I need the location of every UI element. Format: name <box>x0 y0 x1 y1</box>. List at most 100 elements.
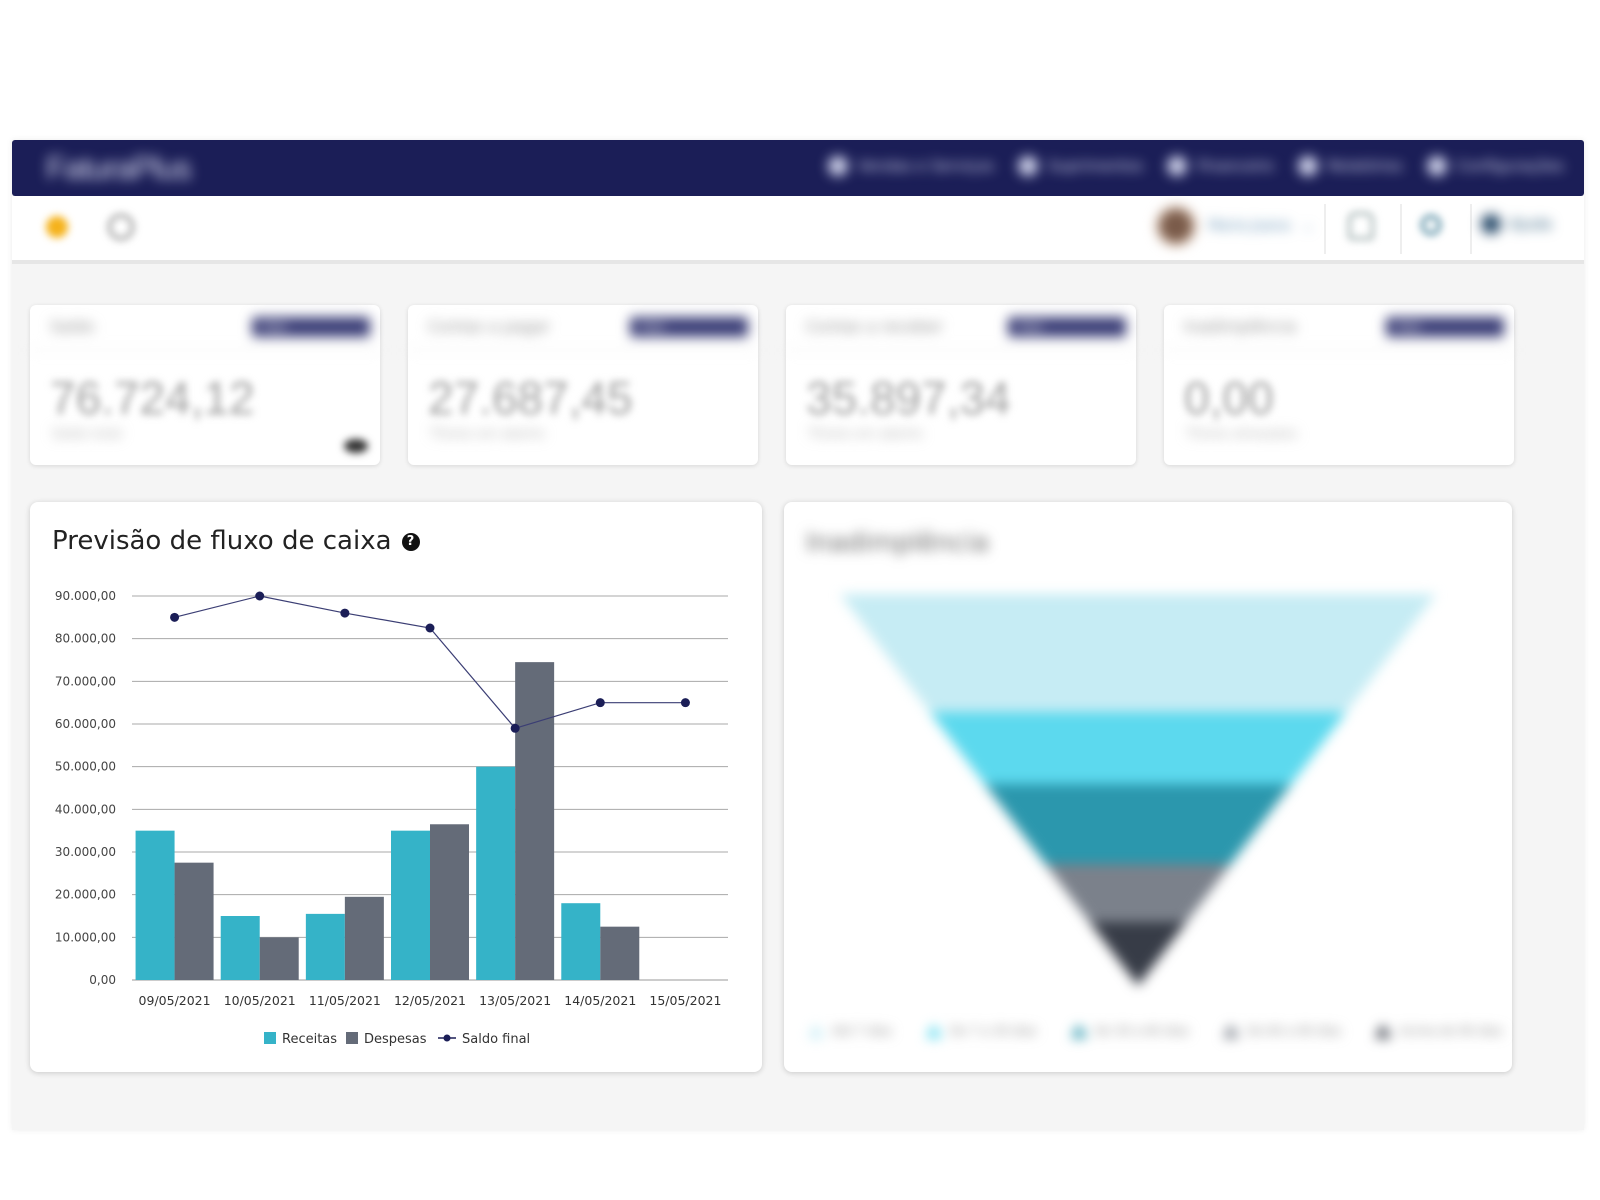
funnel-legend: Até 7 dias De 7 a 30 dias De 30 a 60 dias D… <box>808 1024 1503 1038</box>
kpi-label: Saldo <box>50 317 95 336</box>
funnel-band <box>984 784 1292 864</box>
default-funnel-panel: Inadimplência Até 7 dias De 7 a 30 dias De… <box>784 502 1512 1072</box>
toolbar: Maria Joana ⌄ Ajuda <box>12 196 1584 264</box>
brand-logo[interactable]: FaturaPlus <box>46 150 192 186</box>
legend-label-despesas: Despesas <box>364 1032 427 1047</box>
point-saldo-final <box>340 608 350 618</box>
triangle-icon <box>1222 1024 1239 1038</box>
y-tick-label: 60.000,00 <box>55 717 116 731</box>
legend-label-receitas: Receitas <box>282 1032 337 1047</box>
period-badge[interactable]: Hoje <box>1386 317 1504 337</box>
cashflow-panel: 0,00 10.000,00 20.000,00 30.000,00 40.000,00… <box>30 502 762 1072</box>
bar-receitas <box>305 913 345 980</box>
help-button[interactable]: Ajuda <box>1481 214 1552 234</box>
funnel-band <box>1089 922 1187 986</box>
help-icon[interactable]: ? <box>401 532 420 551</box>
star-icon[interactable] <box>46 216 68 238</box>
bar-receitas <box>561 903 601 980</box>
bar-despesas <box>259 937 299 980</box>
kpi-label: Contas a pagar <box>428 317 550 336</box>
y-tick-label: 50.000,00 <box>55 760 116 774</box>
legend-swatch-receitas <box>264 1032 276 1044</box>
kpi-card-receivables[interactable]: Contas a receber Hoje 35.897,34 Títulos … <box>786 305 1136 465</box>
search-icon[interactable] <box>1418 212 1444 240</box>
user-name: Maria Joana <box>1208 218 1291 234</box>
kpi-subtitle: Títulos em aberto <box>430 427 545 442</box>
point-saldo-final <box>680 698 690 708</box>
nav-item-sales[interactable]: Vendas e Serviços <box>827 156 995 176</box>
y-tick-label: 40.000,00 <box>55 802 116 816</box>
reports-icon <box>1297 156 1318 176</box>
x-tick-label: 13/05/2021 <box>479 993 551 1008</box>
cashflow-chart: 0,00 10.000,00 20.000,00 30.000,00 40.000,00… <box>55 589 728 1047</box>
funnel-legend-item: Acima de 90 dias <box>1375 1024 1503 1038</box>
y-tick-label: 0,00 <box>89 973 116 987</box>
kpi-card-saldo[interactable]: Saldo Hoje 76.724,12 Saldo total <box>30 305 380 465</box>
panel-title: Previsão de fluxo de caixa? <box>52 526 420 556</box>
y-tick-label: 90.000,00 <box>55 589 116 603</box>
funnel-band <box>840 594 1436 712</box>
app-window: FaturaPlus Vendas e Serviços Suprimentos… <box>12 140 1584 1130</box>
y-tick-label: 20.000,00 <box>55 888 116 902</box>
funnel-legend-item: De 60 a 90 dias <box>1222 1024 1342 1038</box>
bell-icon[interactable] <box>1348 212 1374 240</box>
kpi-header: Saldo Hoje <box>30 305 380 351</box>
legend-label-saldo: Saldo final <box>462 1032 530 1047</box>
nav-item-settings[interactable]: Configurações <box>1426 156 1564 176</box>
bar-receitas <box>391 830 430 980</box>
nav-item-finance[interactable]: Financeiro <box>1167 156 1274 176</box>
y-tick-label: 70.000,00 <box>55 674 116 688</box>
x-tick-label: 14/05/2021 <box>564 993 636 1008</box>
triangle-icon <box>808 1024 824 1038</box>
supplies-icon <box>1018 156 1039 176</box>
period-badge[interactable]: Hoje <box>630 317 748 337</box>
nav-label: Vendas e Serviços <box>857 157 995 175</box>
avatar <box>1156 206 1197 246</box>
top-navbar: FaturaPlus Vendas e Serviços Suprimentos… <box>12 140 1584 196</box>
bar-despesas <box>600 926 640 980</box>
funnel-band <box>1045 864 1231 922</box>
kpi-card-default[interactable]: Inadimplência Hoje 0,00 Títulos atrasado… <box>1164 305 1514 465</box>
period-badge[interactable]: Hoje <box>1008 317 1126 337</box>
funnel-legend-item: De 7 a 30 dias <box>925 1024 1037 1038</box>
kpi-subtitle: Títulos atrasados <box>1186 427 1298 442</box>
main-menu: Vendas e Serviços Suprimentos Financeiro… <box>827 156 1564 176</box>
nav-label: Financeiro <box>1197 157 1274 175</box>
funnel-legend-label: De 7 a 30 dias <box>949 1024 1037 1038</box>
kpi-value: 0,00 <box>1184 372 1274 424</box>
user-menu[interactable]: Maria Joana ⌄ <box>1156 206 1314 246</box>
kpi-header: Contas a pagar Hoje <box>408 305 758 351</box>
funnel-legend-item: De 30 a 60 dias <box>1070 1024 1189 1038</box>
bar-despesas <box>174 862 214 980</box>
nav-item-reports[interactable]: Relatórios <box>1297 156 1403 176</box>
kpi-header: Contas a receber Hoje <box>786 305 1136 351</box>
bar-despesas <box>430 824 469 980</box>
nav-item-supplies[interactable]: Suprimentos <box>1018 156 1143 176</box>
triangle-icon <box>1375 1024 1392 1038</box>
legend-swatch-despesas <box>346 1032 358 1044</box>
history-icon[interactable] <box>108 214 134 240</box>
point-saldo-final <box>425 623 435 633</box>
bar-despesas <box>344 896 384 980</box>
legend-marker-saldo <box>443 1034 451 1042</box>
x-tick-label: 09/05/2021 <box>139 993 211 1008</box>
bar-receitas <box>135 830 175 980</box>
kpi-card-payables[interactable]: Contas a pagar Hoje 27.687,45 Títulos em… <box>408 305 758 465</box>
panel-title: Inadimplência <box>806 528 989 558</box>
period-badge[interactable]: Hoje <box>252 317 370 337</box>
x-tick-label: 11/05/2021 <box>309 993 381 1008</box>
y-tick-label: 10.000,00 <box>55 930 116 944</box>
funnel-legend-label: Acima de 90 dias <box>1399 1024 1503 1038</box>
help-circle-icon <box>1481 214 1502 234</box>
funnel-legend-label: De 60 a 90 dias <box>1246 1024 1342 1038</box>
bar-receitas <box>220 916 260 980</box>
settings-icon <box>1426 156 1447 176</box>
x-tick-label: 15/05/2021 <box>649 993 721 1008</box>
eye-icon[interactable] <box>344 439 368 453</box>
kpi-label: Contas a receber <box>806 317 943 336</box>
funnel-band <box>929 712 1347 784</box>
sales-icon <box>827 156 848 176</box>
y-tick-label: 80.000,00 <box>55 632 116 646</box>
funnel-legend-label: Até 7 dias <box>832 1024 892 1038</box>
funnel-chart <box>840 594 1436 986</box>
